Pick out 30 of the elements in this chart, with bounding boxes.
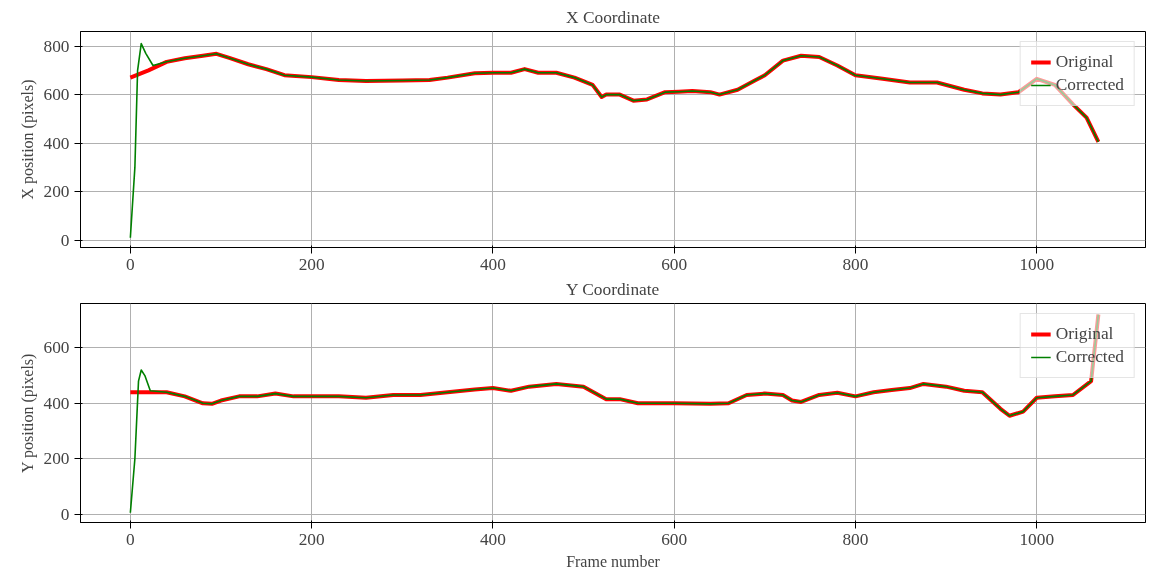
y-axis-title: X position (pixels) <box>18 79 37 200</box>
x-tick-label: 200 <box>298 529 325 549</box>
x-tick-label: 0 <box>126 254 135 274</box>
y-tick-label: 0 <box>60 504 70 524</box>
x-tick-label: 400 <box>479 529 506 549</box>
chart-title: X Coordinate <box>566 7 661 27</box>
y-tick-label: 200 <box>43 182 70 202</box>
y-axis-title: Y position (pixels) <box>18 353 37 473</box>
y-tick-label: 0 <box>60 230 70 250</box>
y-tick-label: 200 <box>43 449 70 469</box>
x-tick-label: 1000 <box>1019 254 1055 274</box>
legend-label: Corrected <box>1055 75 1124 95</box>
x-tick-label: 800 <box>842 529 869 549</box>
x-tick-label: 0 <box>126 529 135 549</box>
legend-label: Original <box>1055 324 1114 344</box>
y-tick-label: 600 <box>43 338 70 358</box>
legend-label: Corrected <box>1055 347 1124 367</box>
x-tick-label: 200 <box>298 254 325 274</box>
legend-label: Original <box>1055 52 1114 72</box>
chart-title: Y Coordinate <box>566 279 660 299</box>
x-tick-label: 400 <box>479 254 506 274</box>
x-tick-label: 600 <box>661 254 688 274</box>
y-tick-label: 800 <box>43 36 70 56</box>
x-axis-title: Frame number <box>566 552 661 570</box>
x-tick-label: 600 <box>661 529 688 549</box>
y-tick-label: 400 <box>43 393 70 413</box>
x-tick-label: 800 <box>842 254 869 274</box>
y-tick-label: 600 <box>43 85 70 105</box>
x-tick-label: 1000 <box>1019 529 1055 549</box>
y-tick-label: 400 <box>43 133 70 153</box>
